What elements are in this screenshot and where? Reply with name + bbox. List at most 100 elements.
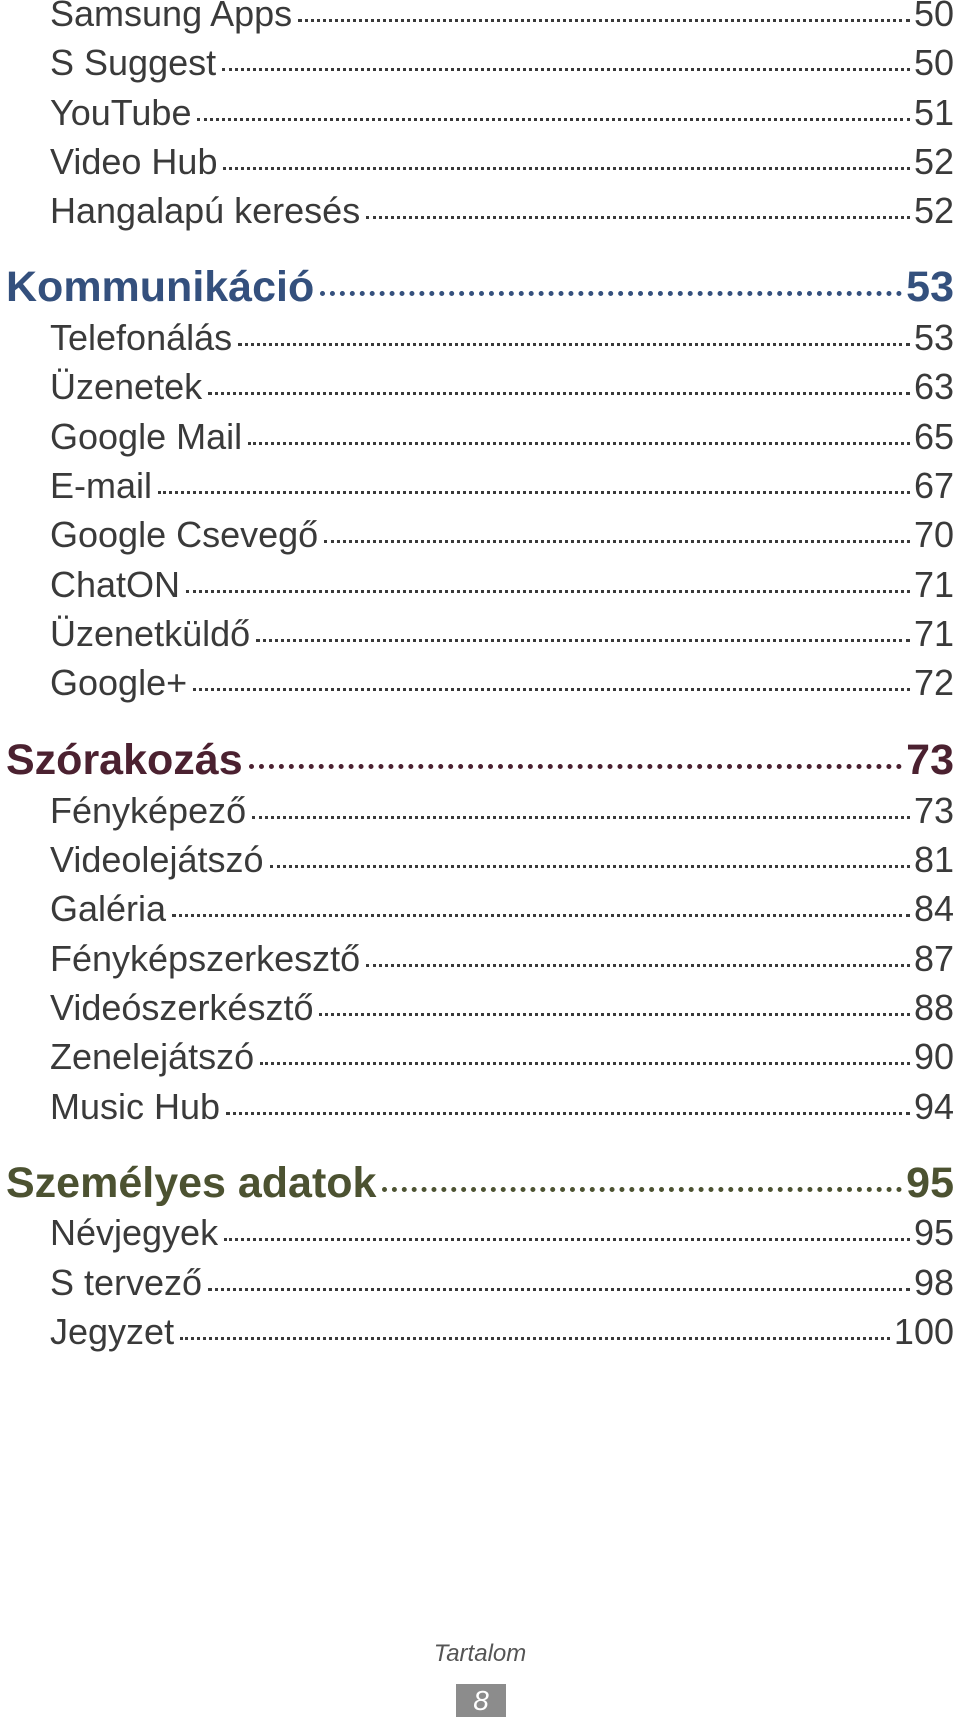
page-number: 50: [913, 42, 954, 83]
toc-entry[interactable]: Google Mail 65: [0, 410, 960, 464]
dot-leader: [366, 935, 910, 971]
entry-title: Hangalapú keresés: [50, 190, 361, 231]
toc-entry[interactable]: Telefonálás 53: [0, 311, 960, 365]
page-number: 95: [906, 1159, 954, 1207]
toc-section-heading[interactable]: Szórakozás 73: [0, 729, 960, 791]
section-title: Szórakozás: [6, 736, 243, 784]
dot-leader: [256, 610, 910, 646]
page-number: 87: [913, 938, 954, 979]
page-number: 73: [906, 736, 954, 784]
toc-entry[interactable]: E-mail 67: [0, 459, 960, 513]
dot-leader: [320, 258, 903, 301]
dot-leader: [226, 1083, 910, 1119]
page-number: 53: [906, 263, 954, 311]
toc-entry[interactable]: Zenelejátszó 90: [0, 1030, 960, 1084]
toc-entry[interactable]: Videószerkésztő 88: [0, 981, 960, 1035]
toc-entry[interactable]: Google Csevegő 70: [0, 508, 960, 562]
section-title: Személyes adatok: [6, 1159, 377, 1207]
page-number: 95: [913, 1212, 954, 1253]
toc-entry[interactable]: Jegyzet 100: [0, 1305, 960, 1359]
dot-leader: [382, 1154, 902, 1197]
page-number: 50: [913, 0, 954, 34]
dot-leader: [366, 187, 910, 223]
entry-title: ChatON: [50, 564, 181, 605]
page-number: 65: [913, 416, 954, 457]
page-number: 72: [913, 662, 954, 703]
page-number: 88: [913, 987, 954, 1028]
page-number: 98: [913, 1262, 954, 1303]
dot-leader: [158, 462, 910, 498]
toc-entry[interactable]: Galéria 84: [0, 882, 960, 936]
dot-leader: [298, 0, 910, 26]
entry-title: Galéria: [50, 888, 167, 929]
page-number: 51: [913, 92, 954, 133]
entry-title: E-mail: [50, 465, 153, 506]
footer-section-label: Tartalom: [433, 1640, 527, 1667]
entry-title: Videolejátszó: [50, 839, 264, 880]
dot-leader: [319, 984, 910, 1020]
dot-leader: [248, 413, 910, 449]
toc-section-heading[interactable]: Személyes adatok 95: [0, 1152, 960, 1214]
entry-title: Music Hub: [50, 1086, 221, 1127]
toc-entry[interactable]: Fényképező 73: [0, 784, 960, 838]
toc-entry[interactable]: YouTube 51: [0, 86, 960, 140]
entry-title: YouTube: [50, 92, 192, 133]
toc-entry[interactable]: S tervező 98: [0, 1256, 960, 1310]
toc-entry[interactable]: Music Hub 94: [0, 1080, 960, 1134]
entry-title: Telefonálás: [50, 317, 233, 358]
toc-entry[interactable]: Samsung Apps 50: [0, 0, 960, 41]
entry-title: Jegyzet: [50, 1311, 175, 1352]
dot-leader: [208, 1259, 910, 1295]
page-number: 67: [913, 465, 954, 506]
page-number: 100: [893, 1311, 954, 1352]
entry-title: Névjegyek: [50, 1212, 219, 1253]
dot-leader: [197, 89, 910, 125]
toc-entry[interactable]: Üzenetek 63: [0, 360, 960, 414]
entry-title: Google Csevegő: [50, 514, 319, 555]
dot-leader: [260, 1033, 910, 1069]
page-number: 71: [913, 613, 954, 654]
entry-title: Video Hub: [50, 141, 218, 182]
entry-title: Samsung Apps: [50, 0, 293, 34]
toc-entry[interactable]: Fényképszerkesztő 87: [0, 932, 960, 986]
toc-entry[interactable]: Google+ 72: [0, 656, 960, 710]
entry-title: Videószerkésztő: [50, 987, 314, 1028]
toc-entry[interactable]: ChatON 71: [0, 558, 960, 612]
dot-leader: [324, 511, 910, 547]
entry-title: S tervező: [50, 1262, 203, 1303]
entry-title: Google+: [50, 662, 188, 703]
dot-leader: [224, 1209, 910, 1245]
entry-title: Üzenetek: [50, 366, 203, 407]
entry-title: Google Mail: [50, 416, 243, 457]
page-number: 94: [913, 1086, 954, 1127]
page-number: 52: [913, 190, 954, 231]
dot-leader: [180, 1308, 890, 1344]
toc-entry[interactable]: Video Hub 52: [0, 135, 960, 189]
page-number: 63: [913, 366, 954, 407]
toc-section-heading[interactable]: Kommunikáció 53: [0, 256, 960, 318]
entry-title: Fényképező: [50, 790, 247, 831]
dot-leader: [238, 314, 910, 350]
dot-leader: [269, 836, 910, 872]
dot-leader: [186, 561, 910, 597]
toc-entry[interactable]: Videolejátszó 81: [0, 833, 960, 887]
entry-title: Üzenetküldő: [50, 613, 251, 654]
dot-leader: [248, 731, 903, 774]
dot-leader: [252, 787, 910, 823]
page-number: 70: [913, 514, 954, 555]
page-number: 73: [913, 790, 954, 831]
page-number: 84: [913, 888, 954, 929]
dot-leader: [172, 885, 910, 921]
toc-entry[interactable]: S Suggest 50: [0, 36, 960, 90]
page-number: 53: [913, 317, 954, 358]
page-number: 81: [913, 839, 954, 880]
toc-entry[interactable]: Üzenetküldő 71: [0, 607, 960, 661]
page-number: 71: [913, 564, 954, 605]
toc-entry[interactable]: Hangalapú keresés 52: [0, 184, 960, 238]
entry-title: Fényképszerkesztő: [50, 938, 361, 979]
dot-leader: [193, 659, 910, 695]
toc-entry[interactable]: Névjegyek 95: [0, 1206, 960, 1260]
dot-leader: [208, 363, 910, 399]
dot-leader: [223, 138, 910, 174]
page-number: 90: [913, 1036, 954, 1077]
